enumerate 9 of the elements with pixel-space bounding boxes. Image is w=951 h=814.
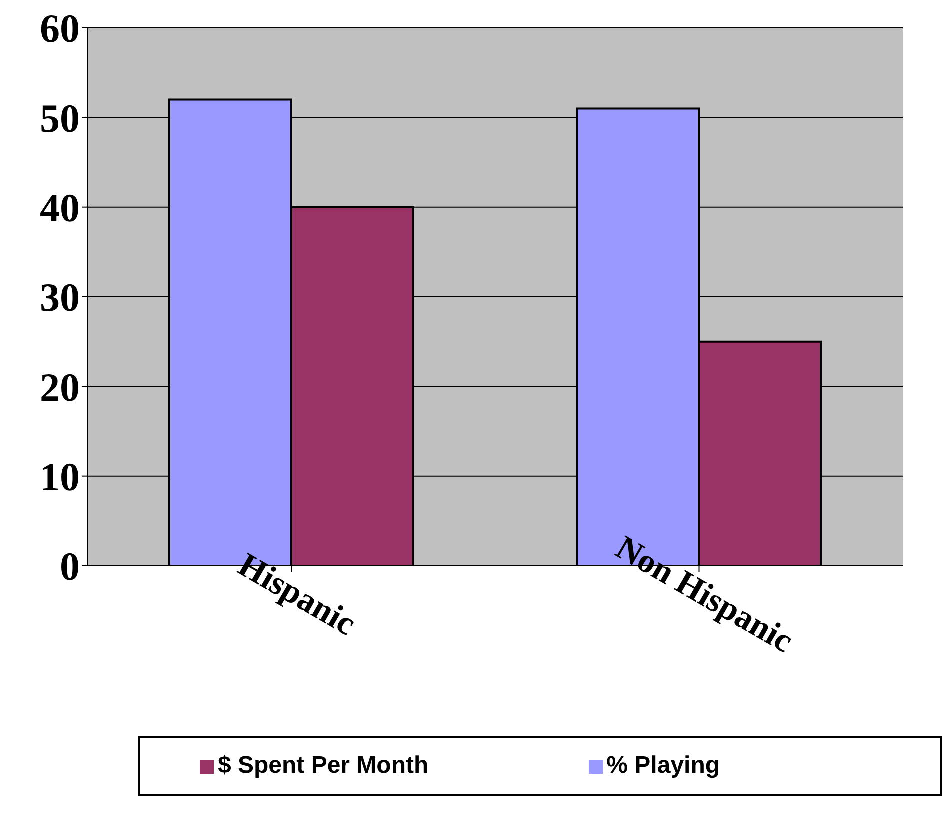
- y-tick-label: 0: [60, 544, 80, 590]
- y-tick-label: 10: [40, 454, 80, 500]
- y-tick-label: 60: [40, 6, 80, 52]
- legend-label: $ Spent Per Month: [218, 752, 429, 779]
- legend-label: % Playing: [606, 752, 720, 779]
- y-tick-label: 50: [40, 96, 80, 141]
- y-tick-label: 20: [40, 364, 80, 410]
- y-tick-label: 30: [40, 275, 80, 320]
- y-tick-label: 40: [40, 186, 80, 231]
